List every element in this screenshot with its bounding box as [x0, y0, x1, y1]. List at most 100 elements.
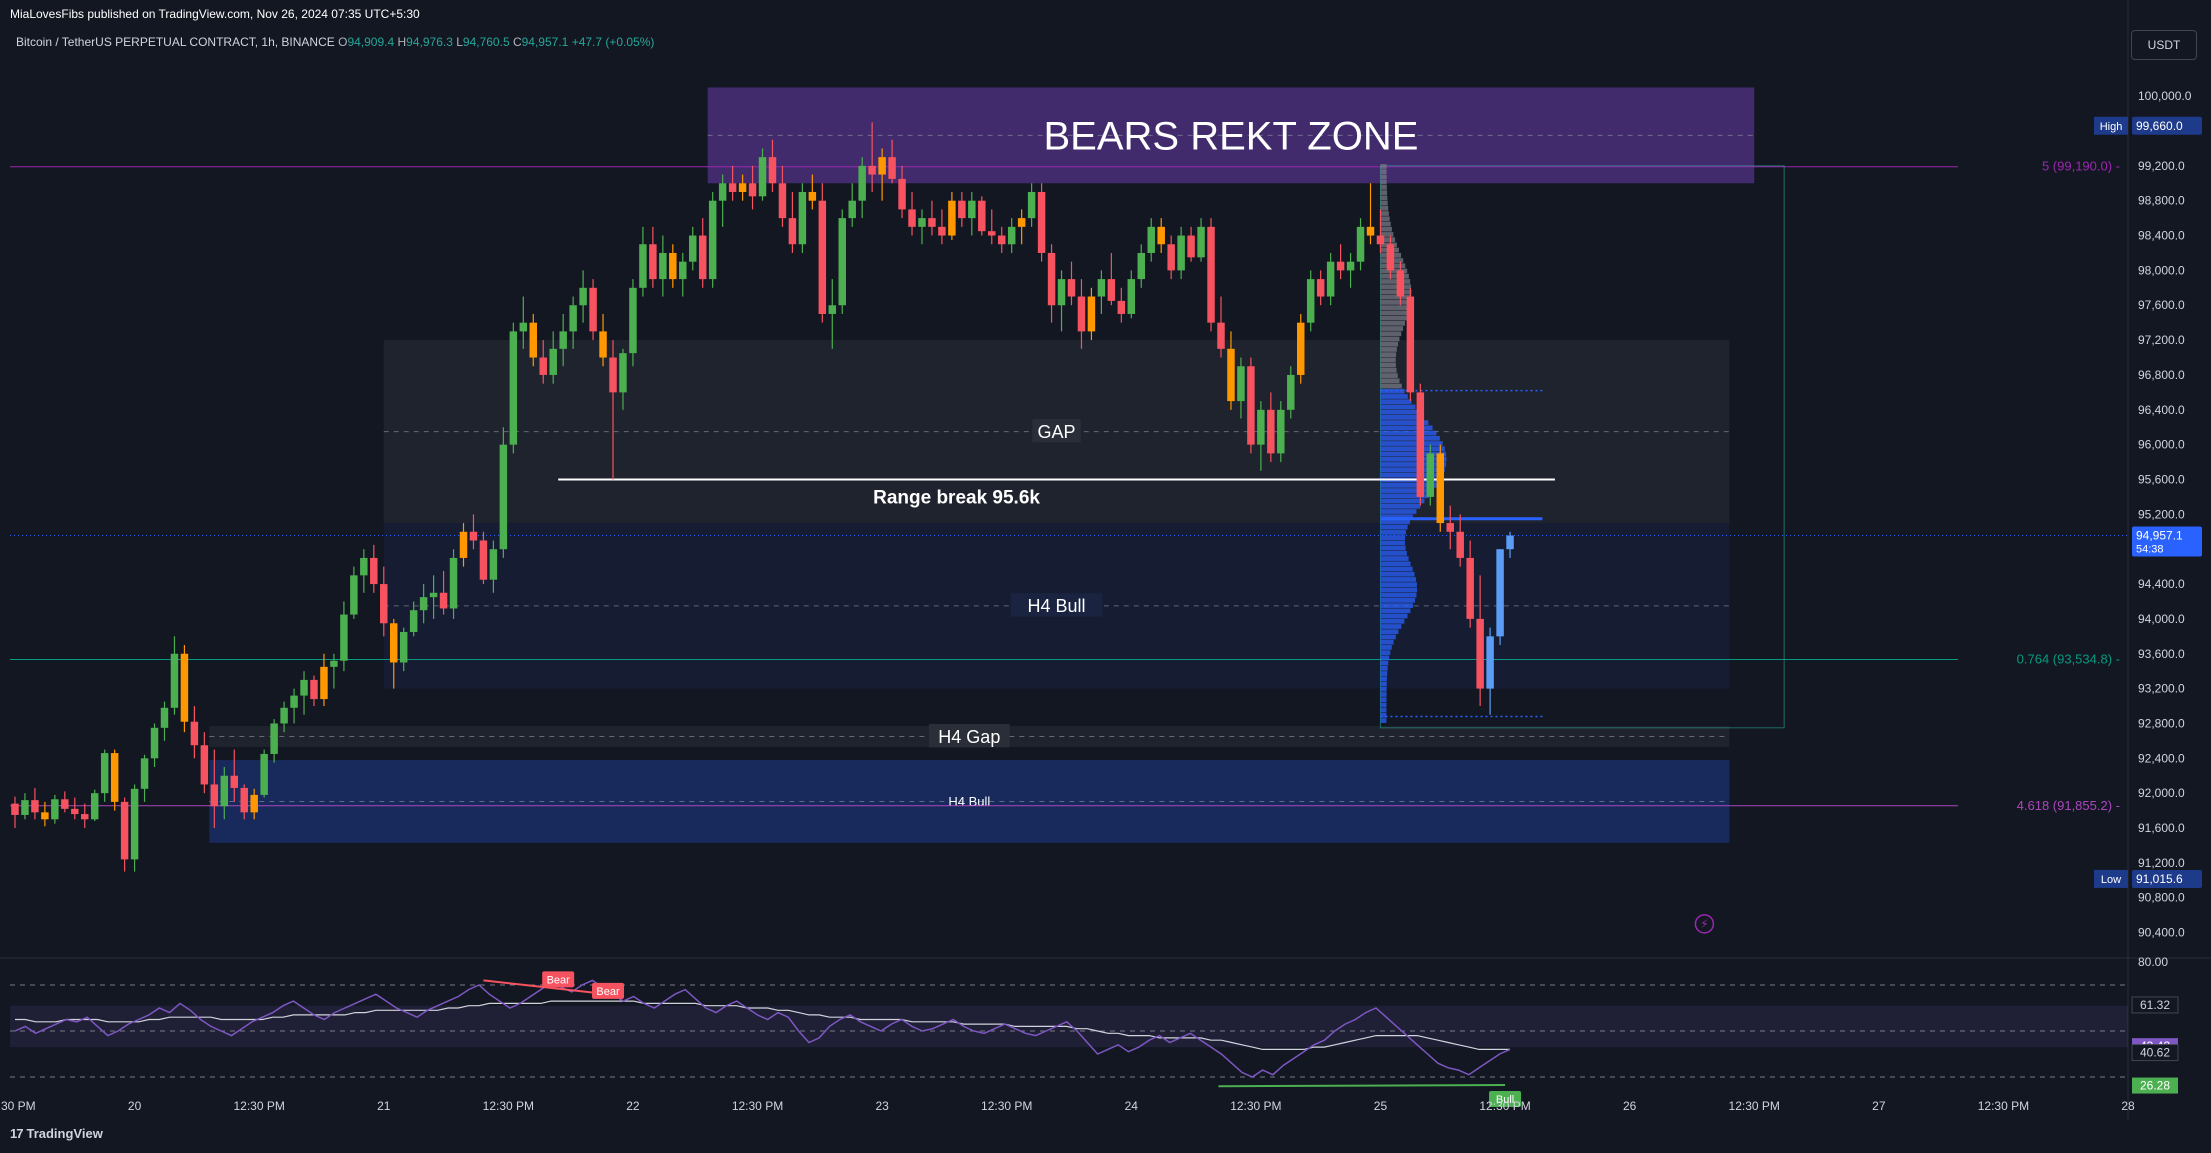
price-badge-tag-text-0: High: [2100, 121, 2123, 133]
time-axis-label: 12:30 PM: [1230, 1099, 1281, 1113]
volume-profile-bar: [1380, 284, 1412, 290]
candle-body: [1456, 531, 1464, 558]
divergence-label-0: Bear: [547, 974, 571, 986]
candle-body: [579, 287, 587, 306]
time-axis-label: 20: [128, 1099, 142, 1113]
volume-profile-bar: [1380, 430, 1437, 436]
volume-profile-bar: [1380, 550, 1407, 556]
volume-profile-bar: [1380, 577, 1417, 582]
candle-body: [619, 353, 627, 393]
volume-profile-bar: [1380, 373, 1398, 378]
candle-body: [679, 261, 687, 280]
volume-profile-bar: [1380, 420, 1429, 425]
volume-profile-bar: [1380, 305, 1410, 310]
candle-body: [170, 653, 179, 708]
candle-body: [41, 812, 49, 820]
volume-profile-bar: [1380, 509, 1417, 514]
candle-body: [1396, 270, 1405, 297]
price-badge-tag-bg-0: [2094, 116, 2128, 135]
candle-body: [1277, 409, 1285, 454]
candle-body: [1037, 191, 1046, 253]
candle-body: [1446, 523, 1454, 532]
volume-profile-bar: [1380, 216, 1390, 222]
volume-profile-bar: [1380, 164, 1387, 169]
ohlc-value-l: 94,760.5: [462, 35, 510, 49]
candle-body: [320, 666, 328, 700]
candle-body: [639, 244, 647, 288]
zone-label-3: H4 Gap: [938, 727, 1000, 747]
candle-body: [958, 200, 966, 219]
time-axis-label: 27: [1872, 1099, 1886, 1113]
volume-profile-bar: [1380, 415, 1425, 420]
rsi-tick-label: 80.00: [2138, 955, 2168, 969]
candle-body: [90, 793, 99, 820]
price-tick-label: 98,800.0: [2138, 194, 2185, 208]
volume-profile-bar: [1380, 697, 1387, 703]
candle-body: [130, 788, 139, 860]
volume-profile-bar: [1380, 394, 1408, 399]
tradingview-logo[interactable]: 17 TradingView: [10, 1126, 103, 1141]
price-tick-label: 91,200.0: [2138, 856, 2185, 870]
price-tick-label: 98,000.0: [2138, 263, 2185, 277]
candle-body: [1306, 279, 1315, 323]
time-axis-label: 24: [1125, 1099, 1139, 1113]
zone-label-2: H4 Bull: [1028, 596, 1086, 616]
candle-body: [1237, 366, 1245, 402]
candle-body: [140, 758, 149, 789]
candle-body: [160, 707, 169, 728]
candle-body: [419, 597, 428, 611]
candle-body: [818, 200, 827, 314]
candle-body: [1047, 252, 1056, 306]
volume-profile-bar: [1380, 467, 1445, 473]
candle-body: [908, 209, 916, 227]
price-badge-value-0: 99,660.0: [2136, 119, 2183, 133]
candle-body: [669, 252, 677, 280]
price-tick-label: 100,000.0: [2138, 89, 2192, 103]
candle-body: [1137, 252, 1145, 280]
candle-body: [1486, 636, 1494, 689]
candle-body: [11, 803, 19, 815]
volume-profile-bar: [1380, 535, 1406, 540]
candle-body: [938, 226, 946, 236]
candle-body: [848, 200, 856, 219]
alert-lightning-glyph: ⚡: [1700, 917, 1708, 931]
candle-body: [1257, 409, 1265, 445]
candle-body: [718, 183, 727, 201]
volume-profile-bar: [1380, 289, 1412, 295]
volume-profile-bar: [1380, 645, 1392, 650]
candle-body: [290, 695, 298, 708]
time-axis-label: 12:30 PM: [483, 1099, 534, 1113]
rsi-badge-value-0: 61.32: [2140, 998, 2170, 1012]
divergence-label-bg-1: [592, 982, 625, 999]
currency-selector[interactable]: USDT: [2131, 30, 2197, 60]
ohlc-value-o: 94,909.4: [347, 35, 395, 49]
candle-body: [1227, 348, 1235, 402]
candle-body: [370, 557, 378, 585]
candle-body: [1207, 226, 1215, 323]
candle-body: [1416, 392, 1425, 497]
candle-body: [270, 723, 278, 754]
symbol-name[interactable]: Bitcoin / TetherUS PERPETUAL CONTRACT, 1…: [16, 35, 335, 49]
volume-profile-bar: [1380, 441, 1443, 446]
candle-body: [1267, 409, 1275, 454]
volume-profile-bar: [1380, 702, 1387, 708]
candle-body: [220, 775, 229, 807]
price-tick-label: 94,400.0: [2138, 577, 2185, 591]
price-badge-value-2: 91,015.6: [2136, 872, 2183, 886]
candle-body: [260, 753, 268, 795]
volume-profile-bar: [1380, 671, 1388, 676]
price-badge-sub-1: 54:38: [2136, 544, 2164, 556]
volume-profile-bar: [1380, 629, 1399, 635]
candle-body: [1476, 618, 1484, 689]
volume-profile-bar: [1380, 713, 1387, 718]
candle-body: [838, 218, 846, 306]
candle-body: [1077, 296, 1086, 332]
price-badge-value-1: 94,957.1: [2136, 529, 2183, 543]
candle-body: [200, 745, 209, 785]
volume-profile-bar: [1380, 603, 1414, 608]
volume-profile-bar: [1380, 660, 1389, 666]
candle-body: [1436, 453, 1445, 524]
candle-body: [330, 660, 338, 667]
ohlc-values: O94,909.4 H94,976.3 L94,760.5 C94,957.1: [338, 35, 572, 49]
